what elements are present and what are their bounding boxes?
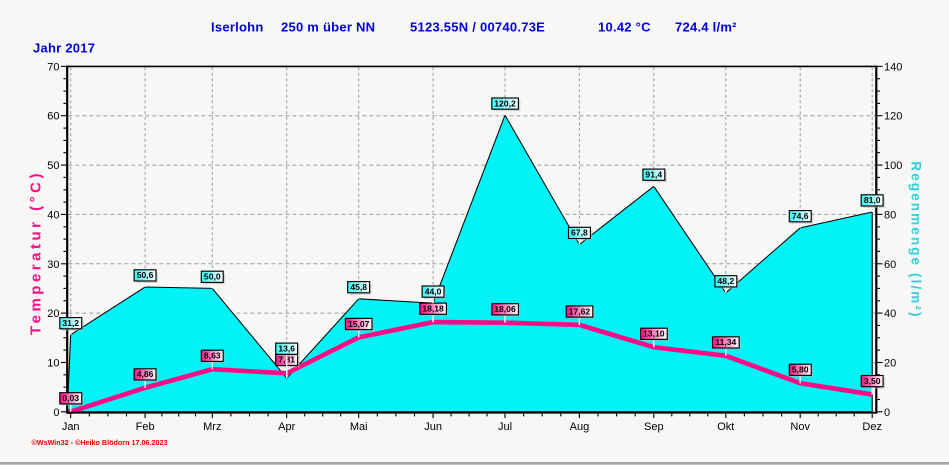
svg-text:30: 30 [47, 259, 59, 271]
svg-text:140: 140 [884, 61, 902, 73]
svg-text:5,80: 5,80 [792, 365, 809, 375]
svg-text:20: 20 [884, 358, 896, 370]
svg-text:20: 20 [47, 308, 59, 320]
svg-text:Feb: Feb [136, 421, 155, 433]
svg-text:81,0: 81,0 [864, 195, 881, 205]
svg-text:5123.55N / 00740.73E: 5123.55N / 00740.73E [410, 20, 545, 35]
svg-text:50: 50 [47, 160, 59, 172]
svg-text:Jan: Jan [62, 421, 80, 433]
svg-text:18,18: 18,18 [422, 304, 444, 314]
svg-text:Regenmenge (l/m²): Regenmenge (l/m²) [909, 161, 924, 318]
svg-text:50,0: 50,0 [204, 272, 221, 282]
svg-text:©WsWin32 - ©Heiko Blödorn 1: ©WsWin32 - ©Heiko Blödorn 17.06.2023 [32, 438, 168, 447]
svg-text:Jun: Jun [424, 421, 442, 433]
svg-text:40: 40 [47, 209, 59, 221]
svg-text:3,50: 3,50 [864, 376, 881, 386]
svg-text:120: 120 [884, 111, 902, 123]
svg-text:91,4: 91,4 [645, 170, 662, 180]
svg-text:4,86: 4,86 [137, 369, 154, 379]
svg-text:0: 0 [884, 407, 890, 419]
svg-text:45,8: 45,8 [350, 282, 367, 292]
svg-text:8,63: 8,63 [204, 351, 221, 361]
svg-text:15,07: 15,07 [348, 319, 370, 329]
svg-text:Dez: Dez [862, 421, 882, 433]
svg-text:120,2: 120,2 [494, 98, 516, 108]
svg-text:70: 70 [47, 61, 59, 73]
svg-text:31,2: 31,2 [62, 318, 79, 328]
svg-text:Temperatur (°C): Temperatur (°C) [28, 170, 45, 335]
svg-text:80: 80 [884, 209, 896, 221]
svg-text:11,34: 11,34 [715, 337, 736, 347]
svg-text:40: 40 [884, 308, 896, 320]
svg-text:Okt: Okt [717, 421, 734, 433]
svg-text:250 m über NN: 250 m über NN [281, 20, 375, 35]
svg-text:0,03: 0,03 [62, 393, 79, 403]
svg-text:48,2: 48,2 [717, 276, 734, 286]
svg-text:74,6: 74,6 [792, 211, 809, 221]
svg-text:18,06: 18,06 [494, 304, 516, 314]
svg-text:100: 100 [884, 160, 902, 172]
svg-text:0: 0 [53, 407, 59, 419]
svg-text:Apr: Apr [278, 421, 295, 433]
svg-text:Aug: Aug [570, 421, 590, 433]
svg-text:17,62: 17,62 [569, 306, 591, 316]
svg-text:60: 60 [47, 111, 59, 123]
svg-text:724.4 l/m²: 724.4 l/m² [675, 20, 737, 35]
svg-text:13,6: 13,6 [278, 344, 295, 354]
svg-text:10.42 °C: 10.42 °C [598, 20, 651, 35]
svg-text:60: 60 [884, 259, 896, 271]
svg-text:Jul: Jul [498, 421, 512, 433]
svg-text:Sep: Sep [644, 421, 664, 433]
svg-text:Mrz: Mrz [203, 421, 221, 433]
svg-text:10: 10 [47, 358, 59, 370]
svg-text:Mai: Mai [350, 421, 368, 433]
svg-text:50,6: 50,6 [137, 270, 154, 280]
svg-text:44,0: 44,0 [425, 286, 442, 296]
svg-text:Nov: Nov [790, 421, 810, 433]
svg-text:Iserlohn: Iserlohn [211, 20, 264, 35]
svg-text:67,8: 67,8 [571, 228, 588, 238]
svg-text:Jahr 2017: Jahr 2017 [33, 41, 95, 56]
svg-text:13,10: 13,10 [643, 329, 665, 339]
